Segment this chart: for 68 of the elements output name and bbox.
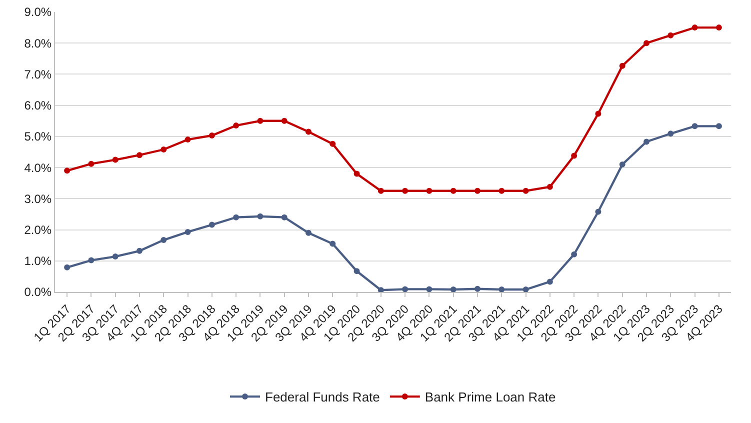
point [644, 40, 650, 46]
point [644, 138, 650, 145]
point [160, 146, 167, 153]
y-tick-label: 6.0% [24, 98, 52, 113]
legend-label: Bank Prime Loan Rate [424, 390, 556, 405]
point [184, 136, 191, 143]
y-tick-label: 9.0% [24, 5, 52, 20]
y-tick-label: 7.0% [24, 67, 52, 82]
point [330, 240, 336, 247]
y-tick-label: 0.0% [24, 285, 52, 300]
point [546, 278, 553, 285]
point [112, 254, 118, 260]
y-tick-label: 4.0% [24, 160, 52, 175]
point [619, 62, 626, 69]
point [281, 118, 288, 124]
point [692, 123, 698, 130]
y-tick-label: 5.0% [24, 130, 52, 144]
point [257, 213, 264, 220]
point [306, 230, 312, 236]
point [522, 286, 529, 292]
point [546, 184, 553, 190]
point [522, 188, 529, 194]
point [716, 24, 722, 31]
point [354, 170, 360, 177]
point [112, 156, 118, 163]
point [64, 264, 70, 270]
point [474, 188, 480, 194]
point [595, 208, 602, 215]
point [450, 286, 456, 292]
point [136, 248, 142, 254]
point [378, 188, 384, 194]
point [402, 188, 408, 194]
point [402, 286, 408, 292]
point [595, 110, 602, 117]
point [716, 123, 722, 130]
point [474, 286, 480, 292]
point [378, 287, 384, 292]
point [160, 237, 167, 244]
point [64, 168, 70, 174]
y-tick-label: 2.0% [24, 222, 52, 237]
point [184, 228, 191, 235]
point [426, 286, 432, 292]
legend-label: Federal Funds Rate [265, 390, 380, 405]
point [136, 152, 142, 158]
point [88, 160, 94, 167]
point [208, 132, 215, 139]
point [668, 32, 674, 38]
point [208, 222, 215, 228]
y-tick-label: 1.0% [24, 254, 52, 268]
point [354, 268, 360, 274]
point [330, 140, 336, 147]
point [88, 257, 94, 264]
point [306, 128, 312, 135]
point [571, 251, 578, 258]
point [426, 188, 432, 194]
point [233, 214, 240, 220]
y-tick-label: 3.0% [24, 192, 52, 206]
point [257, 118, 264, 124]
point [619, 161, 626, 168]
point [692, 24, 698, 31]
point [668, 130, 674, 137]
point [281, 214, 288, 220]
y-tick-label: 8.0% [24, 36, 52, 50]
point [450, 188, 456, 194]
point [498, 286, 505, 292]
point [571, 152, 578, 159]
point [498, 188, 505, 194]
point [233, 122, 240, 129]
